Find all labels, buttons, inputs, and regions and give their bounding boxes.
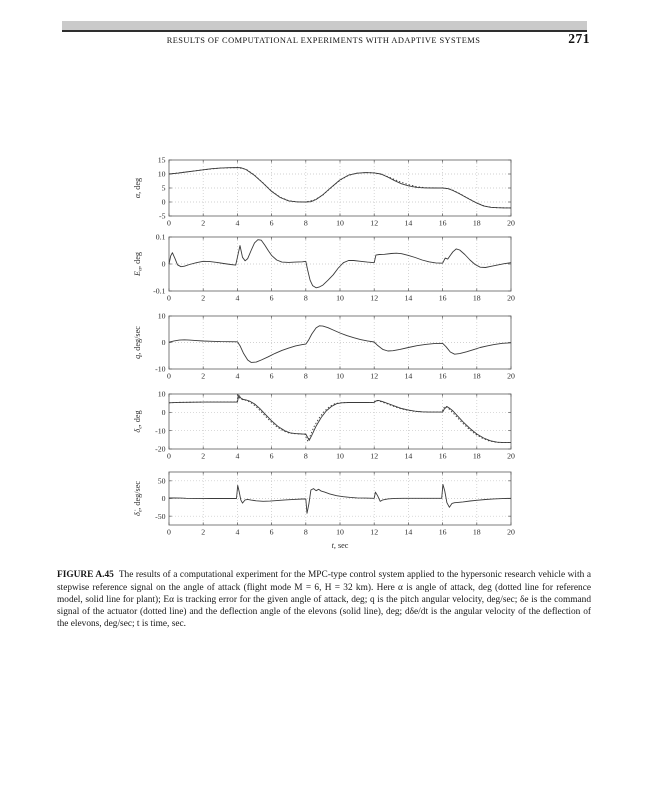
figure-caption: FIGURE A.45 The results of a computationa… (57, 569, 591, 630)
x-tick-label: 16 (439, 219, 447, 228)
y-tick-label: 0 (162, 198, 166, 207)
x-tick-label: 6 (270, 372, 274, 381)
y-tick-label: 50 (158, 476, 166, 485)
x-tick-label: 2 (201, 452, 205, 461)
x-tick-label: 10 (336, 219, 344, 228)
y-tick-label: 0 (162, 494, 166, 503)
x-tick-label: 14 (405, 219, 413, 228)
y-axis-label: α, deg (133, 178, 142, 198)
x-tick-label: 16 (439, 294, 447, 303)
y-axis-label: δe, deg (133, 410, 144, 432)
x-tick-label: 6 (270, 528, 274, 537)
y-tick-label: 0 (162, 408, 166, 417)
y-tick-label: 0 (162, 338, 166, 347)
caption-text: The results of a computational experimen… (57, 570, 591, 630)
x-tick-label: 8 (304, 294, 308, 303)
x-tick-label: 16 (439, 528, 447, 537)
series-tracking-error (168, 239, 512, 289)
x-tick-label: 14 (405, 452, 413, 461)
x-tick-label: 12 (370, 372, 378, 381)
y-tick-label: 0.1 (156, 233, 166, 242)
y-axis-label: Eα, deg (133, 252, 144, 277)
y-tick-label: 10 (158, 312, 166, 321)
y-tick-label: 10 (158, 390, 166, 399)
x-tick-label: 18 (473, 294, 481, 303)
x-tick-label: 12 (370, 528, 378, 537)
x-tick-label: 16 (439, 452, 447, 461)
x-tick-label: 14 (405, 372, 413, 381)
x-tick-label: 20 (507, 219, 515, 228)
x-tick-label: 12 (370, 452, 378, 461)
x-tick-label: 2 (201, 219, 205, 228)
x-tick-label: 0 (167, 452, 171, 461)
x-tick-label: 2 (201, 372, 205, 381)
x-tick-label: 12 (370, 219, 378, 228)
x-tick-label: 2 (201, 294, 205, 303)
series-elevon-deflection-rate (169, 483, 512, 514)
x-axis-label: t, sec (332, 541, 349, 550)
x-tick-label: 2 (201, 528, 205, 537)
x-tick-label: 14 (405, 528, 413, 537)
x-tick-label: 10 (336, 372, 344, 381)
series-plant (168, 167, 511, 209)
caption-label: FIGURE A.45 (57, 570, 114, 581)
x-tick-label: 8 (304, 528, 308, 537)
x-tick-label: 20 (507, 452, 515, 461)
x-tick-label: 0 (167, 372, 171, 381)
x-tick-label: 20 (507, 372, 515, 381)
x-tick-label: 14 (405, 294, 413, 303)
y-tick-label: 15 (158, 156, 166, 165)
series-elevon-deflection (168, 394, 511, 444)
y-tick-label: 0 (162, 260, 166, 269)
x-tick-label: 0 (167, 219, 171, 228)
y-tick-label: -50 (155, 512, 165, 521)
x-tick-label: 4 (235, 219, 239, 228)
running-head: RESULTS OF COMPUTATIONAL EXPERIMENTS WIT… (166, 36, 481, 45)
y-tick-label: -10 (155, 426, 165, 435)
x-tick-label: 4 (235, 452, 239, 461)
y-axis-label: q, deg/sec (133, 326, 142, 359)
x-tick-label: 6 (270, 452, 274, 461)
y-axis-label: δ̇e, deg/sec (133, 481, 144, 516)
series-pitch-rate (168, 325, 512, 363)
x-tick-label: 6 (270, 219, 274, 228)
header-rule (62, 30, 587, 32)
x-tick-label: 20 (507, 528, 515, 537)
x-tick-label: 10 (336, 294, 344, 303)
page-number: 271 (568, 31, 590, 46)
x-tick-label: 6 (270, 294, 274, 303)
x-tick-label: 4 (235, 372, 239, 381)
x-tick-label: 18 (473, 219, 481, 228)
x-tick-label: 16 (439, 372, 447, 381)
x-tick-label: 4 (235, 528, 239, 537)
x-tick-label: 8 (304, 452, 308, 461)
x-tick-label: 4 (235, 294, 239, 303)
y-tick-label: -10 (155, 365, 165, 374)
y-tick-label: 10 (158, 170, 166, 179)
y-tick-label: -20 (155, 445, 165, 454)
x-tick-label: 18 (473, 372, 481, 381)
x-tick-label: 8 (304, 372, 308, 381)
x-tick-label: 10 (336, 452, 344, 461)
y-tick-label: -5 (159, 212, 166, 221)
x-tick-label: 18 (473, 452, 481, 461)
x-tick-label: 12 (370, 294, 378, 303)
x-tick-label: 20 (507, 294, 515, 303)
x-tick-label: 10 (336, 528, 344, 537)
y-tick-label: 5 (162, 184, 166, 193)
header-shaded-bar (62, 21, 587, 30)
x-tick-label: 0 (167, 528, 171, 537)
x-tick-label: 0 (167, 294, 171, 303)
x-tick-label: 18 (473, 528, 481, 537)
y-tick-label: -0.1 (153, 287, 165, 296)
x-tick-label: 8 (304, 219, 308, 228)
